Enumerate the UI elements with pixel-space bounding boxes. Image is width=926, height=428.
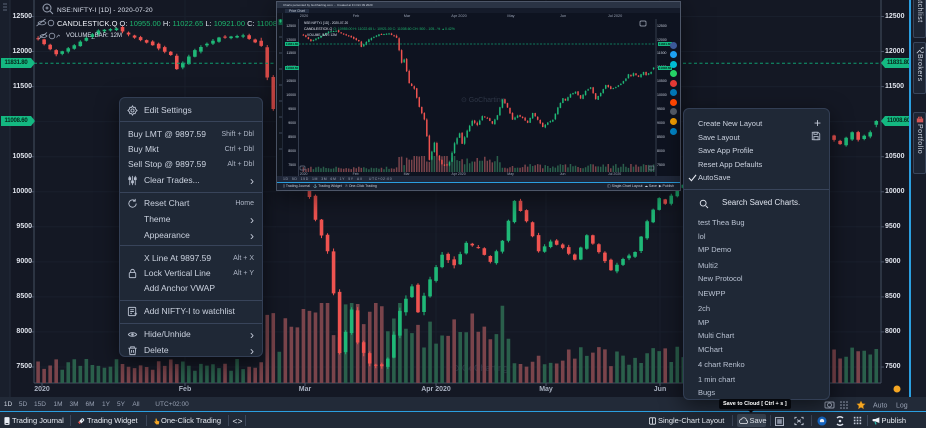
svg-text:⊙ GoCharting: ⊙ GoCharting <box>461 97 505 104</box>
svg-text:Log: Log <box>896 403 908 410</box>
svg-text:Auto: Auto <box>873 403 888 410</box>
